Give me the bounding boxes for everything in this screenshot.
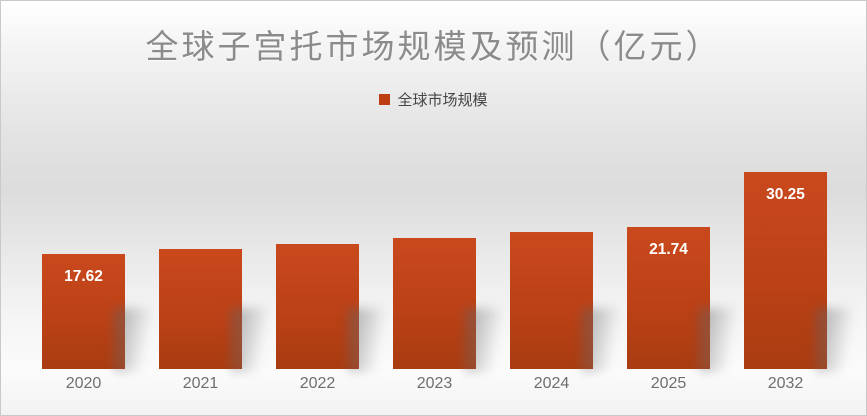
x-tick-2022: 2022	[299, 375, 336, 392]
data-label-2020: 17.62	[64, 268, 103, 285]
bar-2020: 17.62	[42, 254, 125, 369]
bar-2025: 21.74	[627, 227, 710, 369]
legend-swatch-icon	[379, 94, 391, 105]
x-tick-2024: 2024	[533, 375, 570, 392]
x-tick-2032: 2032	[767, 375, 804, 392]
chart-title: 全球子宫托市场规模及预测（亿元）	[145, 30, 722, 66]
x-tick-2025: 2025	[650, 375, 687, 392]
bar-2032: 30.25	[744, 172, 827, 369]
x-tick-2021: 2021	[182, 375, 219, 392]
bar-2021	[159, 249, 242, 369]
bar-2024	[510, 232, 593, 369]
data-label-2032: 30.25	[766, 186, 805, 203]
x-tick-2023: 2023	[416, 375, 453, 392]
x-axis: 2020 2021 2022 2023 2024 2025 2032	[42, 375, 827, 399]
bar-2023	[393, 238, 476, 369]
bar-2022	[276, 244, 359, 369]
plot-area: 17.62 21.74 30.25	[42, 142, 827, 369]
legend-label: 全球市场规模	[397, 93, 488, 109]
legend: 全球市场规模	[1, 89, 866, 110]
x-tick-2020: 2020	[65, 375, 102, 392]
data-label-2025: 21.74	[649, 241, 688, 258]
